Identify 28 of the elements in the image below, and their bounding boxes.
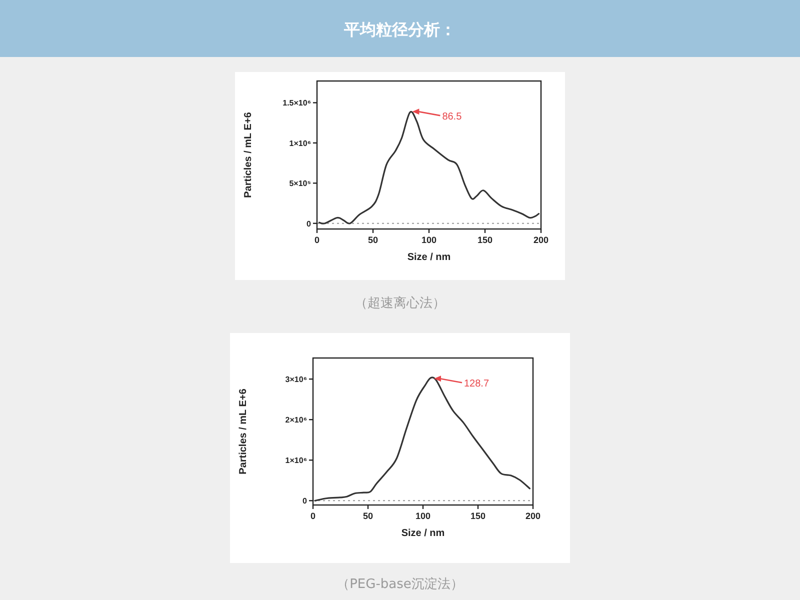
y-axis-title: Particles / mL E+6 <box>243 112 254 198</box>
text: （PEG-base沉淀法） <box>336 577 464 592</box>
x-axis-title: Size / nm <box>401 528 445 539</box>
x-tick-label: 0 <box>314 235 320 245</box>
y-tick-label: 5×10⁵ <box>289 179 312 188</box>
y-tick-label: 3×10⁶ <box>285 375 308 384</box>
line-series <box>314 376 530 502</box>
y-tick-label: 1×10⁶ <box>285 456 308 466</box>
y-tick-label: 1.5×10⁶ <box>282 98 312 108</box>
annotation: 86.5 <box>442 112 462 123</box>
x-tick-label: 150 <box>470 511 486 521</box>
x-tick-label: 200 <box>525 511 541 521</box>
text: （超速离心法） <box>354 295 446 311</box>
x-tick-label: 100 <box>421 235 437 245</box>
y-axis-title: Particles / mL E+6 <box>238 388 249 474</box>
y-tick-label: 0 <box>306 219 312 228</box>
x-tick-label: 150 <box>477 235 493 245</box>
x-tick-label: 50 <box>368 235 378 245</box>
x-tick-label: 50 <box>362 511 374 521</box>
annotation: 128.7 <box>464 378 490 390</box>
line-series <box>318 111 540 224</box>
x-tick-label: 200 <box>533 235 549 245</box>
x-axis-title: Size / nm <box>407 252 451 263</box>
x-tick-label: 100 <box>415 511 431 521</box>
y-tick-label: 0 <box>302 496 308 506</box>
chart-title: 平均粒径分析： <box>343 20 456 39</box>
y-tick-label: 2×10⁶ <box>285 416 308 425</box>
y-tick-label: 1×10⁶ <box>289 138 312 148</box>
